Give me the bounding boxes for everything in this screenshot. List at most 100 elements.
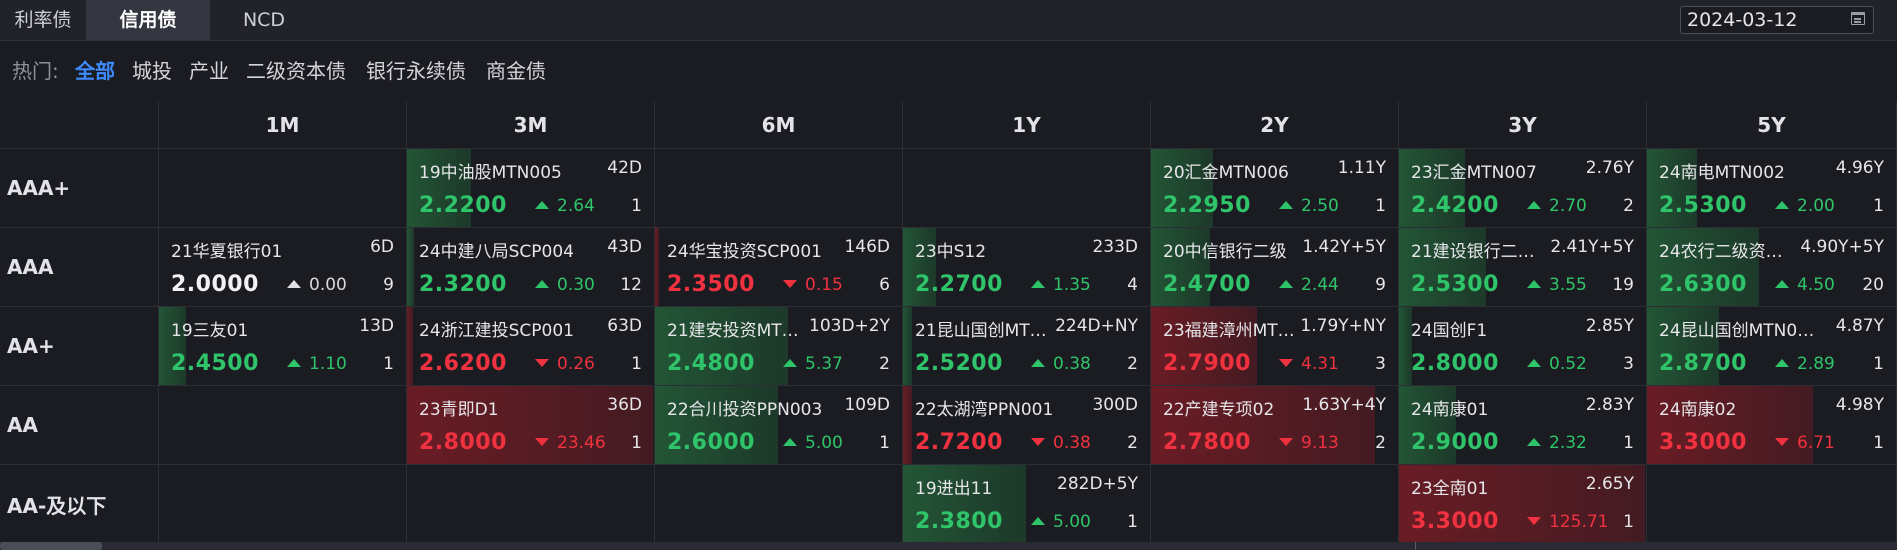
tab-credit-bonds[interactable]: 信用债 [86, 0, 210, 40]
bond-yield: 2.0000 [171, 272, 259, 297]
bond-term: 4.87Y [1835, 316, 1884, 336]
bond-cell[interactable]: 24南康02 4.98Y 3.3000 6.71 1 [1647, 385, 1897, 464]
bond-term: 6D [370, 237, 394, 257]
arrow-up-icon [1775, 359, 1789, 367]
filter-bar: 热门: 全部 城投 产业 二级资本债 银行永续债 商金债 [0, 40, 1897, 102]
change-intensity-bar [407, 307, 413, 385]
bond-cell[interactable]: 24中建八局SCP004 43D 2.3200 0.30 12 [407, 227, 655, 306]
calendar-icon[interactable] [1851, 12, 1865, 25]
bond-term: 2.65Y [1585, 474, 1634, 494]
bond-name: 21昆山国创MT… [915, 321, 1047, 341]
bond-name: 24华宝投资SCP001 [667, 242, 822, 262]
bond-cell[interactable]: 22太湖湾PPN001 300D 2.7200 0.38 2 [903, 385, 1151, 464]
arrow-up-icon [783, 359, 797, 367]
change-intensity-bar [1399, 149, 1465, 227]
arrow-up-icon [783, 438, 797, 446]
filter-industry[interactable]: 产业 [189, 59, 229, 83]
trade-count: 1 [1375, 196, 1386, 216]
yield-change: 23.46 [535, 433, 631, 453]
column-header: 5Y [1647, 102, 1897, 148]
bond-cell[interactable]: 19三友01 13D 2.4500 1.10 1 [159, 306, 407, 385]
bond-yield: 2.2950 [1163, 193, 1251, 218]
bond-term: 2.85Y [1585, 316, 1634, 336]
bond-name: 22太湖湾PPN001 [915, 400, 1054, 420]
bond-cell[interactable]: 23汇金MTN007 2.76Y 2.4200 2.70 2 [1399, 148, 1647, 227]
bond-cell[interactable]: 20中信银行二级 1.42Y+5Y 2.4700 2.44 9 [1151, 227, 1399, 306]
filter-bank-perpetual[interactable]: 银行永续债 [366, 59, 466, 83]
bond-yield: 2.7800 [1163, 430, 1251, 455]
tab-ncd[interactable]: NCD [242, 9, 286, 31]
scrollbar-thumb[interactable] [0, 542, 102, 550]
yield-change: 4.31 [1279, 354, 1375, 374]
bond-yield: 2.3200 [419, 272, 507, 297]
bond-cell[interactable]: 24昆山国创MTN001 4.87Y 2.8700 2.89 1 [1647, 306, 1897, 385]
yield-change: 0.38 [1031, 354, 1127, 374]
bond-cell[interactable]: 24华宝投资SCP001 146D 2.3500 0.15 6 [655, 227, 903, 306]
horizontal-scrollbar[interactable] [0, 542, 1897, 550]
yield-change-value: 2.00 [1797, 196, 1835, 216]
empty-cell [159, 464, 407, 543]
bond-name: 24中建八局SCP004 [419, 242, 574, 262]
bond-yield: 2.8700 [1659, 351, 1747, 376]
arrow-down-icon [1527, 517, 1541, 525]
bond-term: 1.63Y+4Y [1302, 395, 1386, 415]
yield-change: 2.50 [1279, 196, 1375, 216]
row-header-rating: AAA [0, 227, 159, 306]
bond-cell[interactable]: 23青即D1 36D 2.8000 23.46 1 [407, 385, 655, 464]
filter-tier2-capital[interactable]: 二级资本债 [246, 59, 346, 83]
filter-all[interactable]: 全部 [75, 59, 115, 83]
trade-count: 1 [631, 196, 642, 216]
bond-cell[interactable]: 19进出11 282D+5Y 2.3800 5.00 1 [903, 464, 1151, 543]
bond-cell[interactable]: 21建安投资MT… 103D+2Y 2.4800 5.37 2 [655, 306, 903, 385]
bond-cell[interactable]: 21华夏银行01 6D 2.0000 0.00 9 [159, 227, 407, 306]
empty-cell [903, 148, 1151, 227]
arrow-down-icon [783, 280, 797, 288]
bond-yield: 2.5300 [1411, 272, 1499, 297]
yield-matrix: 1M 3M 6M 1Y 2Y 3Y 5Y AAA+ 19中油股MTN005 42D 2.2200 2.… [0, 102, 1897, 543]
bond-cell[interactable]: 23全南01 2.65Y 3.3000 125.71 1 [1399, 464, 1647, 543]
bond-cell[interactable]: 20汇金MTN006 1.11Y 2.2950 2.50 1 [1151, 148, 1399, 227]
filter-commercial-finance[interactable]: 商金债 [486, 59, 546, 83]
bond-cell[interactable]: 21建设银行二… 2.41Y+5Y 2.5300 3.55 19 [1399, 227, 1647, 306]
trade-count: 1 [1623, 512, 1634, 532]
bond-cell[interactable]: 21昆山国创MT… 224D+NY 2.5200 0.38 2 [903, 306, 1151, 385]
date-picker[interactable]: 2024-03-12 [1680, 6, 1874, 34]
bond-cell[interactable]: 19中油股MTN005 42D 2.2200 2.64 1 [407, 148, 655, 227]
change-intensity-bar [1399, 307, 1412, 385]
arrow-down-icon [535, 359, 549, 367]
bond-name: 24昆山国创MTN001 [1659, 321, 1815, 341]
tab-rate-bonds[interactable]: 利率债 [14, 9, 72, 31]
bond-cell[interactable]: 22产建专项02 1.63Y+4Y 2.7800 9.13 2 [1151, 385, 1399, 464]
bond-yield: 3.3000 [1659, 430, 1747, 455]
arrow-up-icon [1527, 359, 1541, 367]
arrow-down-icon [1279, 438, 1293, 446]
change-intensity-bar [903, 465, 1026, 543]
bond-name: 23青即D1 [419, 400, 499, 420]
column-header: 3M [407, 102, 655, 148]
bond-cell[interactable]: 22合川投资PPN003 109D 2.6000 5.00 1 [655, 385, 903, 464]
bond-yield: 2.6000 [667, 430, 755, 455]
bond-name: 22合川投资PPN003 [667, 400, 823, 420]
arrow-up-icon [287, 280, 301, 288]
bond-cell[interactable]: 23福建漳州MT… 1.79Y+NY 2.7900 4.31 3 [1151, 306, 1399, 385]
yield-change-value: 2.64 [557, 196, 595, 216]
column-header: 1M [159, 102, 407, 148]
trade-count: 12 [620, 275, 642, 295]
bond-cell[interactable]: 24浙江建投SCP001 63D 2.6200 0.26 1 [407, 306, 655, 385]
filter-chengtou[interactable]: 城投 [132, 59, 172, 83]
bond-term: 146D [844, 237, 890, 257]
bond-name: 24农行二级资… [1659, 242, 1783, 262]
arrow-up-icon [1031, 359, 1045, 367]
empty-cell [159, 385, 407, 464]
bond-cell[interactable]: 23中S12 233D 2.2700 1.35 4 [903, 227, 1151, 306]
trade-count: 20 [1862, 275, 1884, 295]
yield-change-value: 9.13 [1301, 433, 1339, 453]
bond-yield: 2.8000 [1411, 351, 1499, 376]
bond-cell[interactable]: 24南康01 2.83Y 2.9000 2.32 1 [1399, 385, 1647, 464]
bond-cell[interactable]: 24南电MTN002 4.96Y 2.5300 2.00 1 [1647, 148, 1897, 227]
bond-cell[interactable]: 24农行二级资… 4.90Y+5Y 2.6300 4.50 20 [1647, 227, 1897, 306]
yield-change-value: 0.38 [1053, 433, 1091, 453]
bond-cell[interactable]: 24国创F1 2.85Y 2.8000 0.52 3 [1399, 306, 1647, 385]
yield-change: 2.64 [535, 196, 631, 216]
bond-yield: 2.5300 [1659, 193, 1747, 218]
